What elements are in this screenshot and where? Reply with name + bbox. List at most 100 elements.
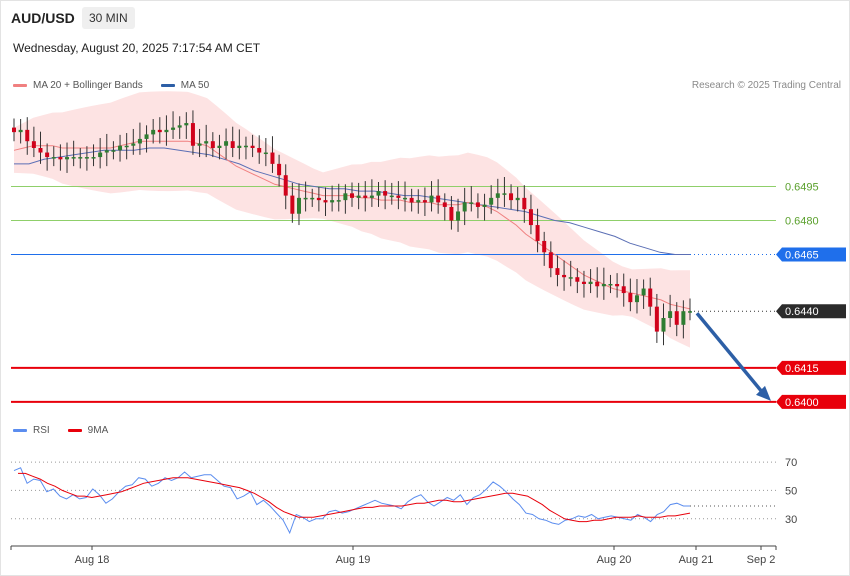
candle-up (137, 138, 142, 144)
x-axis-label: Aug 21 (679, 554, 714, 566)
candle-down (12, 127, 16, 133)
candle-up (495, 193, 500, 198)
candle-up (184, 123, 189, 126)
candle-up (204, 141, 209, 144)
support-tag (776, 394, 846, 409)
candle-down (548, 252, 553, 269)
candle-up (588, 281, 593, 284)
candle-up (356, 195, 361, 198)
bollinger-band (14, 91, 690, 348)
rsi-line (13, 467, 690, 535)
candle-down (350, 193, 354, 198)
rsi-tick-label: 70 (785, 457, 797, 469)
support-label: 0.6400 (785, 397, 819, 409)
candle-up (310, 197, 315, 200)
x-axis-label: Aug 18 (75, 554, 110, 566)
candle-down (475, 202, 480, 207)
timeframe-badge[interactable]: 30 MIN (82, 7, 135, 29)
candle-down (509, 193, 514, 201)
candle-down (157, 129, 162, 133)
candle-up (330, 200, 335, 203)
candle-up (104, 150, 109, 153)
candle-down (528, 209, 533, 226)
candle-up (164, 129, 169, 133)
candle-down (648, 288, 653, 307)
candle-down (522, 197, 527, 210)
candle-up (296, 197, 301, 214)
main-legend: MA 20 + Bollinger Bands MA 50 (13, 80, 209, 91)
candle-down (190, 123, 195, 146)
candle-down (38, 148, 43, 153)
rsi-tick-label: 50 (785, 485, 797, 497)
candle-up (489, 197, 494, 205)
candle-up (124, 145, 129, 148)
x-axis-label: Sep 2 (747, 554, 776, 566)
candle-up (111, 150, 116, 152)
rsi-ma-legend-swatch (67, 429, 82, 432)
candle-up (243, 145, 248, 148)
candle-down (383, 191, 388, 196)
candle-up (389, 195, 394, 198)
candle-down (555, 268, 560, 275)
candle-down (257, 148, 262, 153)
candle-down (396, 195, 401, 198)
candle-up (502, 193, 507, 195)
candle-down (442, 202, 447, 207)
candle-up (71, 157, 76, 159)
candle-up (376, 191, 381, 196)
candle-up (608, 284, 613, 286)
candle-down (323, 200, 328, 203)
candle-down (45, 152, 50, 158)
candle-up (91, 157, 96, 159)
candle-up (98, 152, 103, 158)
candle-up (429, 195, 434, 203)
candle-down (290, 195, 295, 214)
symbol-title[interactable]: AUD/USD (11, 10, 75, 26)
candle-down (270, 152, 275, 164)
rsi-legend: RSI 9MA (13, 425, 108, 436)
candle-up (568, 277, 573, 279)
candle-down (58, 157, 63, 160)
candle-up (515, 197, 520, 201)
candle-down (674, 311, 679, 325)
candle-down (283, 175, 288, 196)
candle-up (601, 284, 606, 287)
candle-down (210, 141, 215, 148)
candle-up (661, 318, 666, 332)
candle-up (237, 145, 242, 148)
candle-down (230, 141, 235, 148)
rsi-legend-swatch (13, 429, 27, 432)
resistance-label: 0.6495 (785, 182, 819, 194)
candle-down (277, 163, 282, 176)
x-axis-label: Aug 19 (336, 554, 371, 566)
ma20-legend-swatch (13, 84, 27, 87)
candle-up (641, 288, 646, 296)
support-tag (776, 360, 846, 375)
candle-up (144, 134, 149, 139)
candle-up (469, 202, 474, 204)
candle-down (409, 197, 414, 203)
rsi-ma-line (18, 472, 691, 523)
ma20-legend-label: MA 20 + Bollinger Bands (33, 80, 143, 91)
candle-up (456, 211, 461, 221)
candle-down (250, 145, 255, 148)
candle-up (177, 125, 182, 128)
candle-down (436, 195, 441, 203)
forecast-arrow-shaft (695, 312, 764, 393)
candle-down (542, 240, 547, 253)
candle-up (224, 141, 229, 146)
candle-up (416, 200, 421, 203)
candle-up (263, 152, 268, 155)
candle-down (31, 141, 36, 148)
candle-up (151, 129, 156, 135)
candle-up (217, 145, 222, 148)
candle-up (118, 145, 123, 151)
candle-up (131, 143, 136, 146)
candle-up (681, 311, 686, 325)
candle-up (369, 195, 374, 198)
candle-down (595, 281, 600, 287)
candle-up (65, 157, 70, 160)
last-price-tag (776, 304, 846, 319)
candle-up (336, 200, 341, 202)
